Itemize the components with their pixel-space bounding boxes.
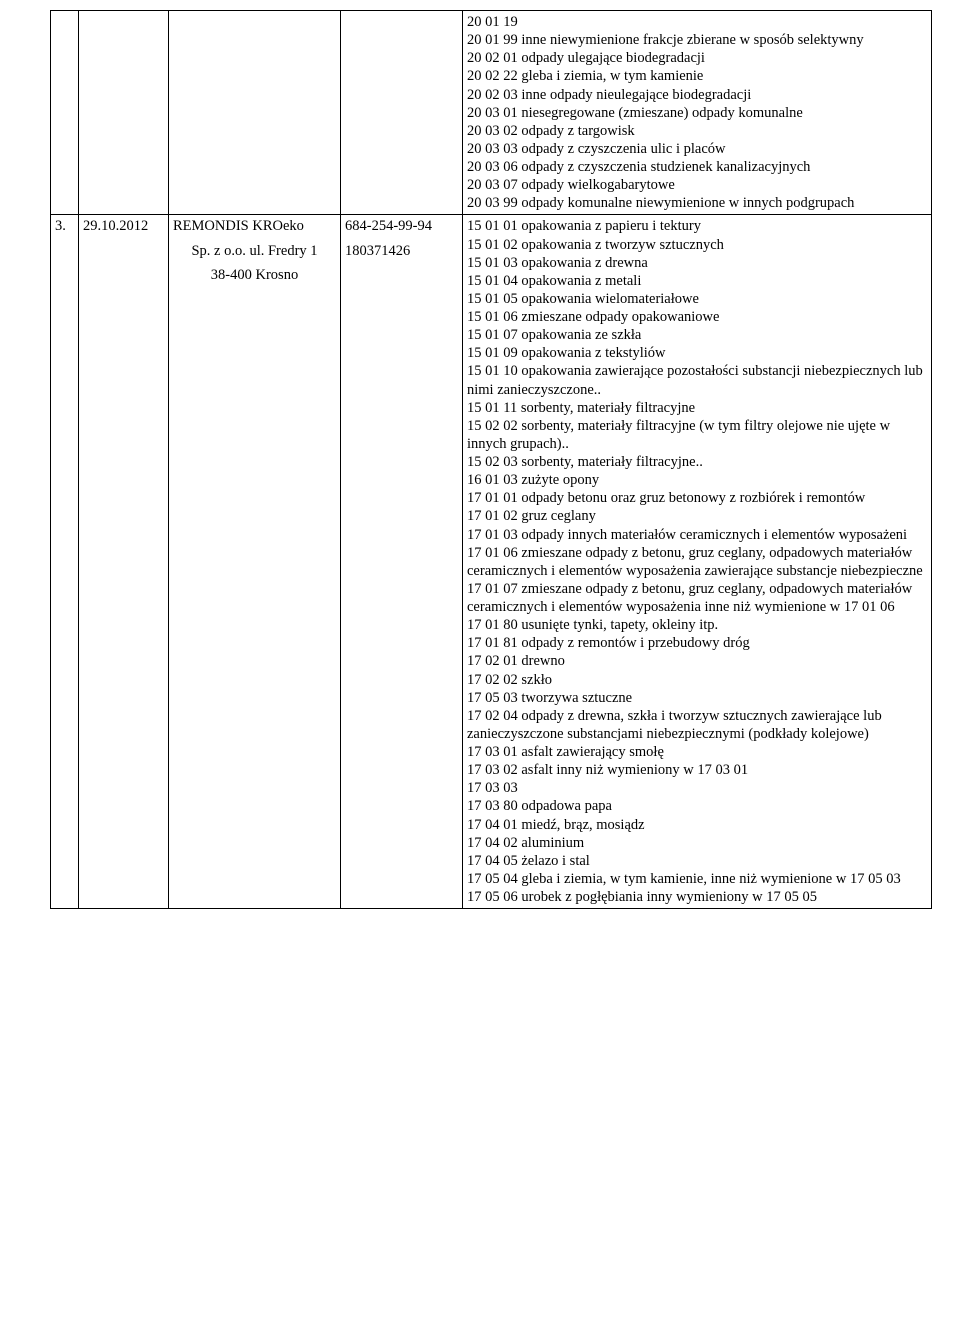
row-date: [79, 11, 169, 215]
waste-code-line: 17 02 04 odpady z drewna, szkła i tworzy…: [467, 707, 927, 743]
waste-code-line: 17 03 80 odpadowa papa: [467, 797, 927, 815]
entity-name-line: 38-400 Krosno: [173, 266, 336, 284]
entity-name-line: Sp. z o.o. ul. Fredry 1: [173, 242, 336, 260]
waste-code-line: 15 02 02 sorbenty, materiały filtracyjne…: [467, 417, 927, 453]
waste-code-line: 15 01 10 opakowania zawierające pozostał…: [467, 362, 927, 398]
waste-code-line: 20 03 01 niesegregowane (zmieszane) odpa…: [467, 104, 927, 122]
waste-code-line: 17 01 80 usunięte tynki, tapety, okleiny…: [467, 616, 927, 634]
table-row: 20 01 1920 01 99 inne niewymienione frak…: [51, 11, 932, 215]
waste-code-line: 15 01 07 opakowania ze szkła: [467, 326, 927, 344]
waste-codes: 20 01 1920 01 99 inne niewymienione frak…: [463, 11, 932, 215]
waste-code-line: 20 02 03 inne odpady nieulegające biodeg…: [467, 86, 927, 104]
waste-code-line: 15 01 01 opakowania z papieru i tektury: [467, 217, 927, 235]
waste-code-line: 20 03 99 odpady komunalne niewymienione …: [467, 194, 927, 212]
waste-code-line: 15 01 11 sorbenty, materiały filtracyjne: [467, 399, 927, 417]
waste-code-line: 17 01 03 odpady innych materiałów cerami…: [467, 526, 927, 544]
document-page: 20 01 1920 01 99 inne niewymienione frak…: [0, 0, 960, 919]
waste-code-line: 17 01 01 odpady betonu oraz gruz betonow…: [467, 489, 927, 507]
waste-code-line: 17 04 05 żelazo i stal: [467, 852, 927, 870]
waste-code-line: 17 01 02 gruz ceglany: [467, 507, 927, 525]
waste-code-line: 20 02 22 gleba i ziemia, w tym kamienie: [467, 67, 927, 85]
waste-code-line: 17 03 01 asfalt zawierający smołę: [467, 743, 927, 761]
entity-name-line: REMONDIS KROeko: [173, 217, 336, 235]
entity-id-line: 180371426: [345, 242, 458, 260]
row-number: 3.: [51, 215, 79, 909]
waste-code-line: 17 05 06 urobek z pogłębiania inny wymie…: [467, 888, 927, 906]
waste-code-line: 17 01 07 zmieszane odpady z betonu, gruz…: [467, 580, 927, 616]
entity-id: [341, 11, 463, 215]
waste-code-line: 17 05 03 tworzywa sztuczne: [467, 689, 927, 707]
waste-code-line: 17 01 81 odpady z remontów i przebudowy …: [467, 634, 927, 652]
waste-code-line: 15 01 06 zmieszane odpady opakowaniowe: [467, 308, 927, 326]
waste-code-line: 17 05 04 gleba i ziemia, w tym kamienie,…: [467, 870, 927, 888]
waste-code-line: 20 03 03 odpady z czyszczenia ulic i pla…: [467, 140, 927, 158]
waste-code-line: 15 01 09 opakowania z tekstyliów: [467, 344, 927, 362]
waste-code-line: 15 01 05 opakowania wielomateriałowe: [467, 290, 927, 308]
waste-code-line: 17 04 01 miedź, brąz, mosiądz: [467, 816, 927, 834]
waste-code-line: 17 02 01 drewno: [467, 652, 927, 670]
waste-code-line: 20 03 07 odpady wielkogabarytowe: [467, 176, 927, 194]
waste-code-line: 20 01 99 inne niewymienione frakcje zbie…: [467, 31, 927, 49]
row-number: [51, 11, 79, 215]
waste-code-line: 17 03 02 asfalt inny niż wymieniony w 17…: [467, 761, 927, 779]
entity-id: 684-254-99-94 180371426: [341, 215, 463, 909]
waste-code-line: 20 03 02 odpady z targowisk: [467, 122, 927, 140]
waste-codes: 15 01 01 opakowania z papieru i tektury1…: [463, 215, 932, 909]
waste-code-line: 17 02 02 szkło: [467, 671, 927, 689]
waste-code-line: 15 01 04 opakowania z metali: [467, 272, 927, 290]
entity-name: REMONDIS KROeko Sp. z o.o. ul. Fredry 1 38…: [169, 215, 341, 909]
waste-code-line: 17 01 06 zmieszane odpady z betonu, gruz…: [467, 544, 927, 580]
row-date: 29.10.2012: [79, 215, 169, 909]
waste-code-line: 20 02 01 odpady ulegające biodegradacji: [467, 49, 927, 67]
waste-registry-table: 20 01 1920 01 99 inne niewymienione frak…: [50, 10, 932, 909]
waste-code-line: 16 01 03 zużyte opony: [467, 471, 927, 489]
waste-code-line: 15 01 03 opakowania z drewna: [467, 254, 927, 272]
waste-code-line: 20 03 06 odpady z czyszczenia studzienek…: [467, 158, 927, 176]
waste-code-line: 15 02 03 sorbenty, materiały filtracyjne…: [467, 453, 927, 471]
table-row: 3.29.10.2012REMONDIS KROeko Sp. z o.o. ul…: [51, 215, 932, 909]
waste-code-line: 17 04 02 aluminium: [467, 834, 927, 852]
waste-code-line: 17 03 03: [467, 779, 927, 797]
entity-id-line: 684-254-99-94: [345, 217, 458, 235]
waste-code-line: 20 01 19: [467, 13, 927, 31]
waste-code-line: 15 01 02 opakowania z tworzyw sztucznych: [467, 236, 927, 254]
entity-name: [169, 11, 341, 215]
